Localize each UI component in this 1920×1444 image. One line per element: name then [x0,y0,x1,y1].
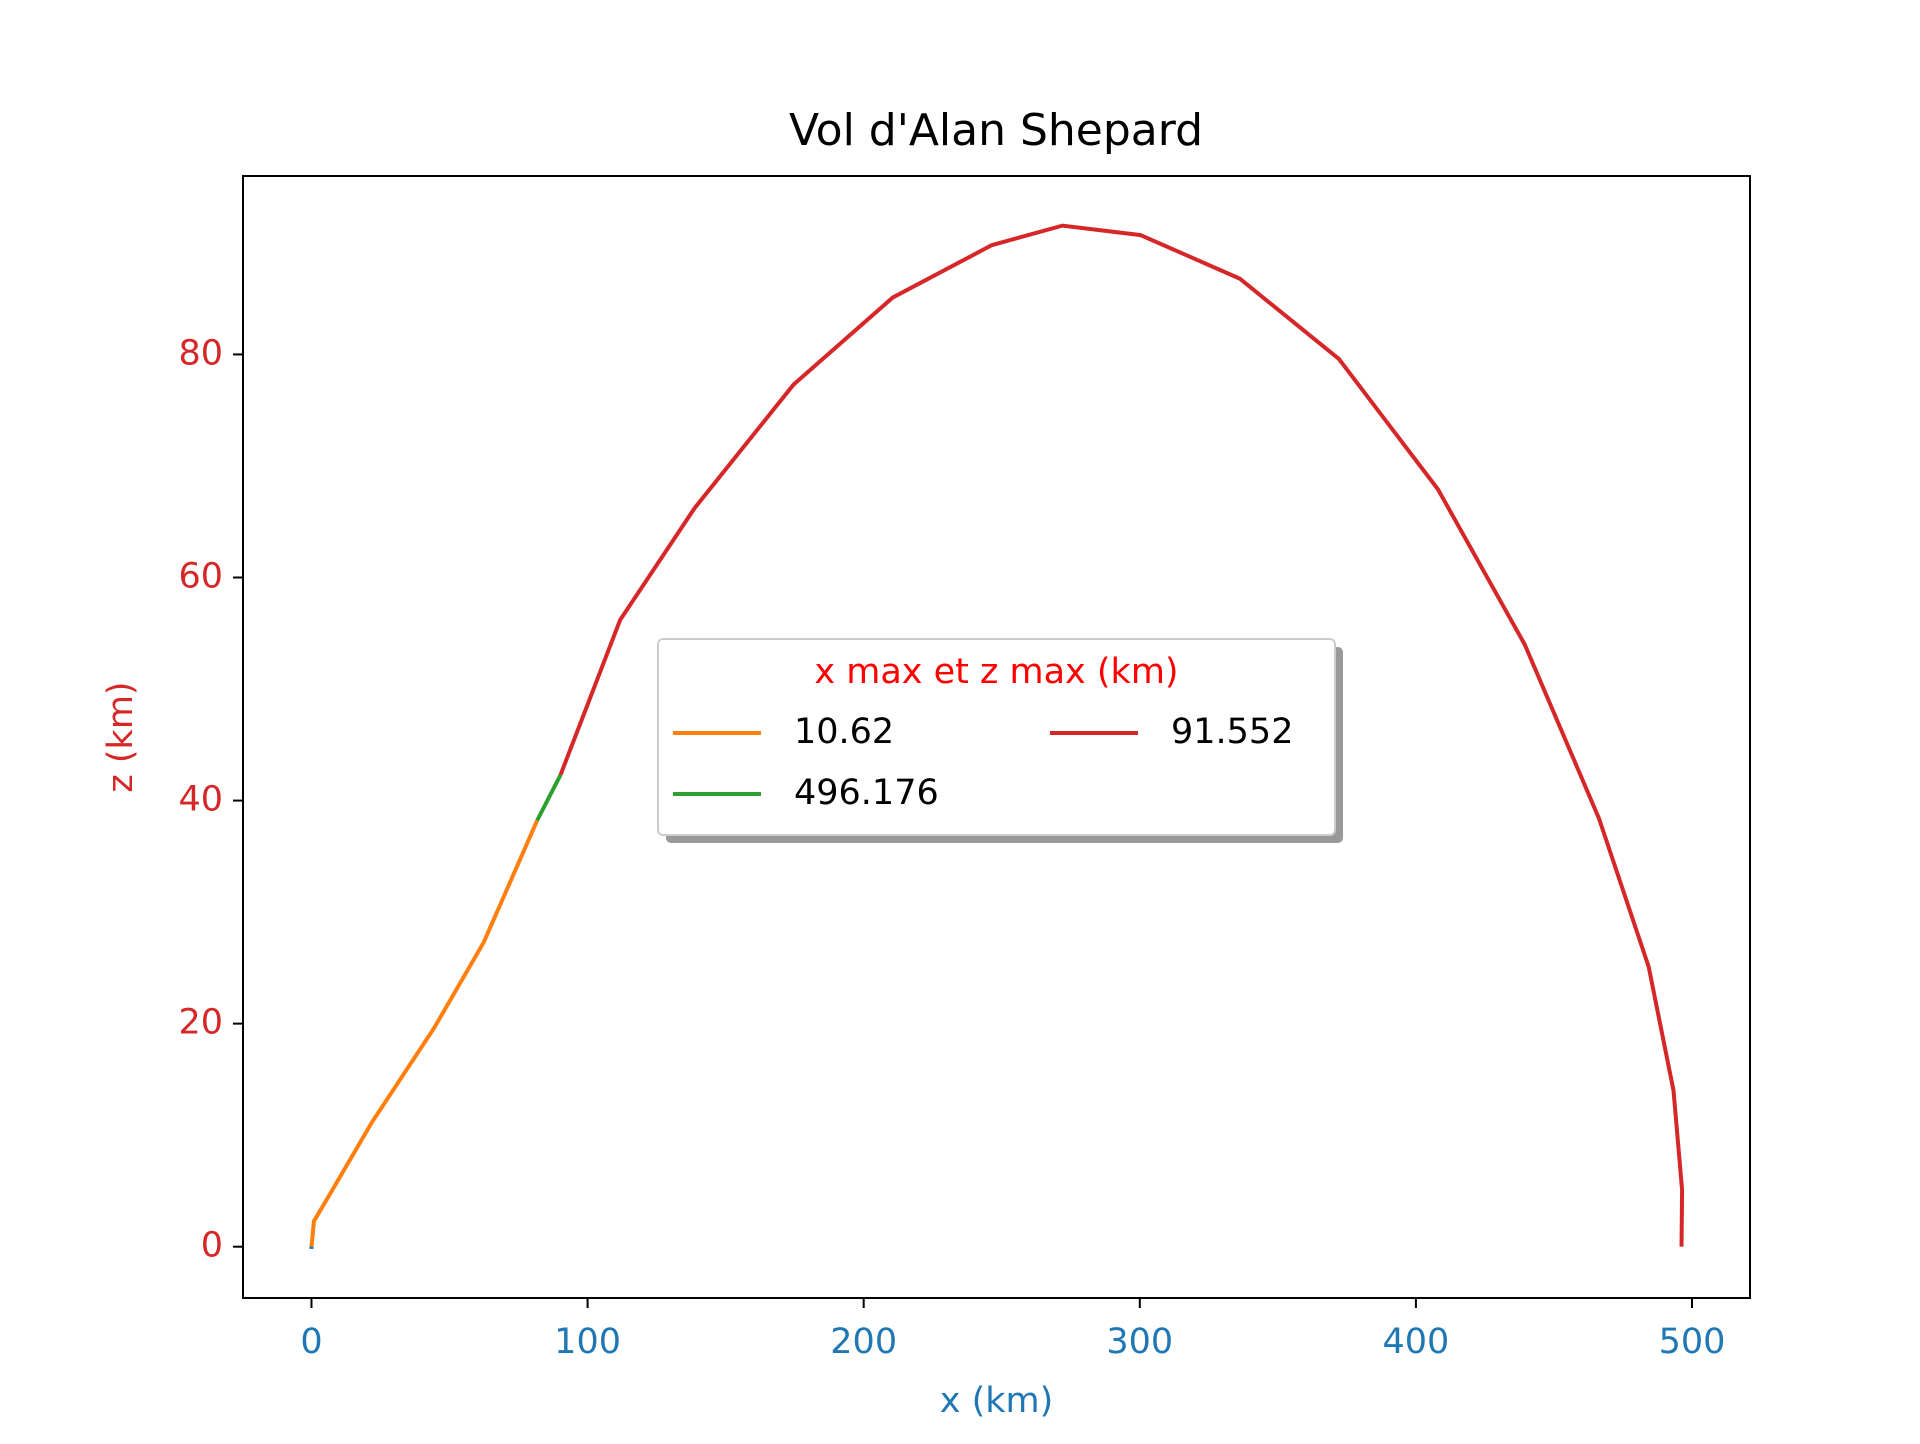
x-tick-label: 0 [300,1322,322,1362]
y-axis-label: z (km) [101,681,141,792]
y-tick-label: 0 [201,1226,223,1266]
legend-box [657,638,1336,836]
line [535,774,563,822]
x-tick-label: 100 [554,1322,621,1362]
y-tick-label: 20 [178,1003,223,1043]
legend-label: 496.176 [794,773,939,813]
y-tick-label: 40 [178,780,223,820]
plot-frame [242,175,1751,1299]
legend-label: 91.552 [1171,712,1293,752]
chart-title: Vol d'Alan Shepard [789,105,1203,156]
legend-title: x max et z max (km) [814,652,1178,692]
x-tick-label: 400 [1383,1322,1450,1362]
x-tick-label: 200 [830,1322,897,1362]
x-tick-label: 300 [1106,1322,1173,1362]
line [558,223,1685,1247]
x-axis-label: x (km) [940,1381,1054,1421]
legend-label: 10.62 [794,712,894,752]
x-tick-label: 500 [1659,1322,1726,1362]
y-tick-label: 80 [178,333,223,373]
y-tick-label: 60 [178,557,223,597]
line [309,819,539,1247]
